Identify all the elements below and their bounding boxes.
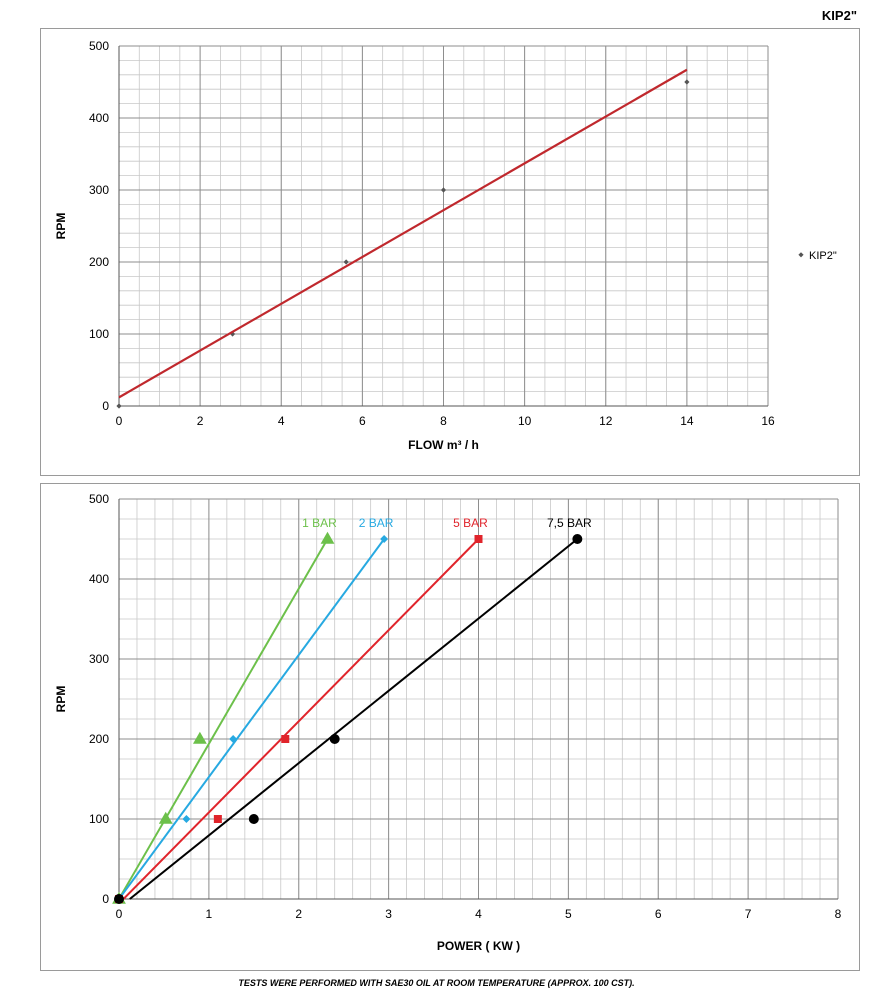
y-tick-label: 500 [89,492,109,506]
x-tick-label: 3 [385,907,392,921]
x-tick-label: 5 [565,907,572,921]
legend: KIP2" [798,250,837,262]
y-tick-label: 300 [89,183,109,197]
x-tick-label: 7 [745,907,752,921]
y-tick-label: 200 [89,732,109,746]
series-label-7-5-bar: 7,5 BAR [547,516,592,530]
series-line-2-bar [118,538,385,900]
x-tick-label: 8 [440,414,447,428]
x-tick-label: 6 [655,907,662,921]
flow-rpm-chart: 0 2 4 6 8 10 12 14 16 0 100 200 300 400 500 FLOW m³ / h… [54,39,837,452]
legend-marker-kip2 [798,252,804,258]
data-point-1-bar [320,531,335,544]
x-axis-title: POWER ( KW ) [437,939,520,953]
x-tick-label: 4 [475,907,482,921]
x-tick-label: 0 [116,414,123,428]
flow-chart-panel: 0 2 4 6 8 10 12 14 16 0 100 200 300 400 500 FLOW m³ / h… [40,28,860,476]
data-point-5-bar [474,535,483,543]
x-tick-label: 8 [835,907,842,921]
data-point-5-bar [281,735,290,743]
data-point-7-5-bar [248,814,259,824]
data-point-7-5-bar [114,894,124,904]
trend-line [118,68,688,399]
x-tick-label: 4 [278,414,285,428]
x-tick-label: 2 [197,414,204,428]
data-point-kip2 [440,187,447,193]
y-tick-label: 200 [89,255,109,269]
y-tick-label: 0 [102,399,109,413]
grid [118,45,769,407]
y-axis-title: RPM [54,213,68,240]
y-tick-label: 400 [89,572,109,586]
data-point-7-5-bar [329,734,340,744]
power-chart-panel: 0 1 2 3 4 5 6 7 8 0 100 200 300 400 500 POWER ( KW ) RPM… [40,483,860,971]
series-line-7-5-bar [129,538,578,900]
data-point-1-bar [192,731,207,744]
data-point-7-5-bar [572,534,583,544]
x-tick-label: 0 [116,907,123,921]
page-title: KIP2" [821,8,857,23]
series-line-5-bar [122,538,480,900]
x-tick-label: 2 [295,907,302,921]
legend-label-kip2: KIP2" [809,250,837,262]
data-point-kip2 [116,403,122,409]
y-tick-label: 300 [89,652,109,666]
y-tick-label: 100 [89,812,109,826]
x-tick-label: 10 [518,414,532,428]
y-tick-label: 500 [89,39,109,53]
y-tick-label: 400 [89,111,109,125]
y-tick-label: 0 [102,892,109,906]
data-point-5-bar [213,815,222,823]
series-label-1-bar: 1 BAR [302,516,337,530]
data-point-1-bar [158,811,173,824]
series-line-1-bar [118,538,329,900]
data-point-2-bar [229,735,238,743]
x-tick-label: 6 [359,414,366,428]
y-axis-title: RPM [54,686,68,713]
x-tick-label: 12 [599,414,613,428]
x-tick-label: 14 [680,414,694,428]
series-label-5-bar: 5 BAR [453,516,488,530]
data-point-kip2 [684,79,690,85]
y-tick-label: 100 [89,327,109,341]
x-tick-label: 16 [761,414,775,428]
data-point-kip2 [343,259,349,265]
x-axis-title: FLOW m³ / h [408,438,479,452]
grid [118,498,839,900]
footnote: TESTS WERE PERFORMED WITH SAE30 OIL AT R… [238,978,635,988]
power-rpm-chart: 0 1 2 3 4 5 6 7 8 0 100 200 300 400 500 POWER ( KW ) RPM… [54,492,842,953]
series-label-2-bar: 2 BAR [359,516,394,530]
x-tick-label: 1 [206,907,213,921]
data-point-2-bar [380,535,389,543]
data-point-2-bar [182,815,191,823]
